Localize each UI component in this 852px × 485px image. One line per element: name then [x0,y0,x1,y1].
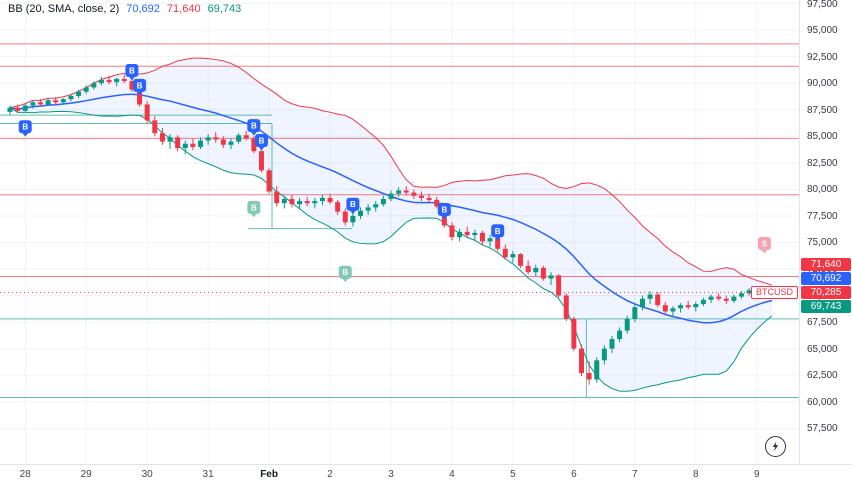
bb-lower-price-label: 69,743 [801,300,851,314]
buy-marker[interactable]: B [247,119,261,136]
time-tick: 2 [327,469,333,480]
svg-text:B: B [495,227,501,236]
svg-text:B: B [342,268,348,277]
pending-buy-marker[interactable]: B [338,265,352,283]
time-axis[interactable]: 28 29 30 31 Feb 2 3 4 5 6 7 8 9 [0,464,800,485]
price-tick: 87,500 [807,104,838,116]
price-tick: 75,000 [807,237,838,249]
lightning-icon[interactable] [765,436,786,457]
buy-marker[interactable]: B [491,224,505,241]
time-tick: 5 [510,469,516,480]
price-tick: 65,000 [807,343,838,355]
price-axis-labels: 71,640 70,692 70,285 69,743 [800,0,852,465]
grid-lines [0,0,800,465]
time-tick: 3 [388,469,394,480]
buy-marker[interactable]: B [346,197,360,215]
level-lines[interactable] [0,43,800,398]
svg-text:B: B [441,206,447,215]
svg-text:B: B [251,122,257,131]
pending-buy-marker[interactable]: B [247,200,261,218]
time-tick: Feb [260,469,278,480]
bb-upper-value: 71,640 [166,3,201,15]
price-tick: 80,000 [807,184,838,196]
buy-marker[interactable]: B [133,78,147,96]
bb-lower-value: 69,743 [207,3,242,15]
price-axis[interactable]: 97,500 95,000 92,500 90,000 87,500 85,000 82,5… [799,0,852,465]
last-price-label: 70,285 [801,286,851,300]
axis-corner [800,464,852,485]
svg-text:B: B [129,66,135,75]
buy-marker[interactable]: B [254,134,268,151]
pending-sell-marker[interactable]: S [757,237,771,254]
time-tick: 29 [80,469,92,480]
bb-upper-price-label: 71,640 [801,258,851,272]
price-tick: 60,000 [807,396,838,408]
bb-basis-price-label: 70,692 [801,272,851,286]
price-tick: 97,500 [807,0,838,10]
svg-text:B: B [22,123,28,132]
time-tick: 8 [693,469,699,480]
buy-marker[interactable]: B [18,120,32,137]
price-tick: 85,000 [807,131,838,143]
indicator-title[interactable]: BB (20, SMA, close, 2) [8,3,120,15]
svg-text:B: B [137,81,143,90]
lightning-bolt-glyph [772,441,779,452]
time-tick: 7 [632,469,638,480]
time-tick: 4 [449,469,455,480]
price-tick: 95,000 [807,25,838,37]
price-tick: 92,500 [807,51,838,63]
price-tick: 67,500 [807,317,838,329]
svg-text:B: B [259,137,265,146]
buy-marker[interactable]: B [125,63,139,81]
price-tick: 82,500 [807,157,838,169]
svg-text:B: B [251,203,257,212]
buy-marker[interactable]: B [437,203,451,220]
time-tick: 9 [753,469,760,480]
svg-text:S: S [762,240,768,249]
price-tick: 77,500 [807,210,838,222]
price-tick: 90,000 [807,78,838,90]
symbol-price-tag: BTCUSD [750,286,798,300]
bb-basis-value: 70,692 [126,3,160,15]
time-tick: 30 [141,469,153,480]
time-tick: 31 [202,469,214,480]
svg-text:B: B [350,200,356,209]
time-tick: 28 [19,469,31,480]
indicator-legend[interactable]: BB (20, SMA, close, 2) 70,692 71,640 69,… [8,3,241,15]
time-tick: 6 [571,469,577,480]
price-tick: 62,500 [807,370,838,382]
price-tick: 57,500 [807,423,838,435]
